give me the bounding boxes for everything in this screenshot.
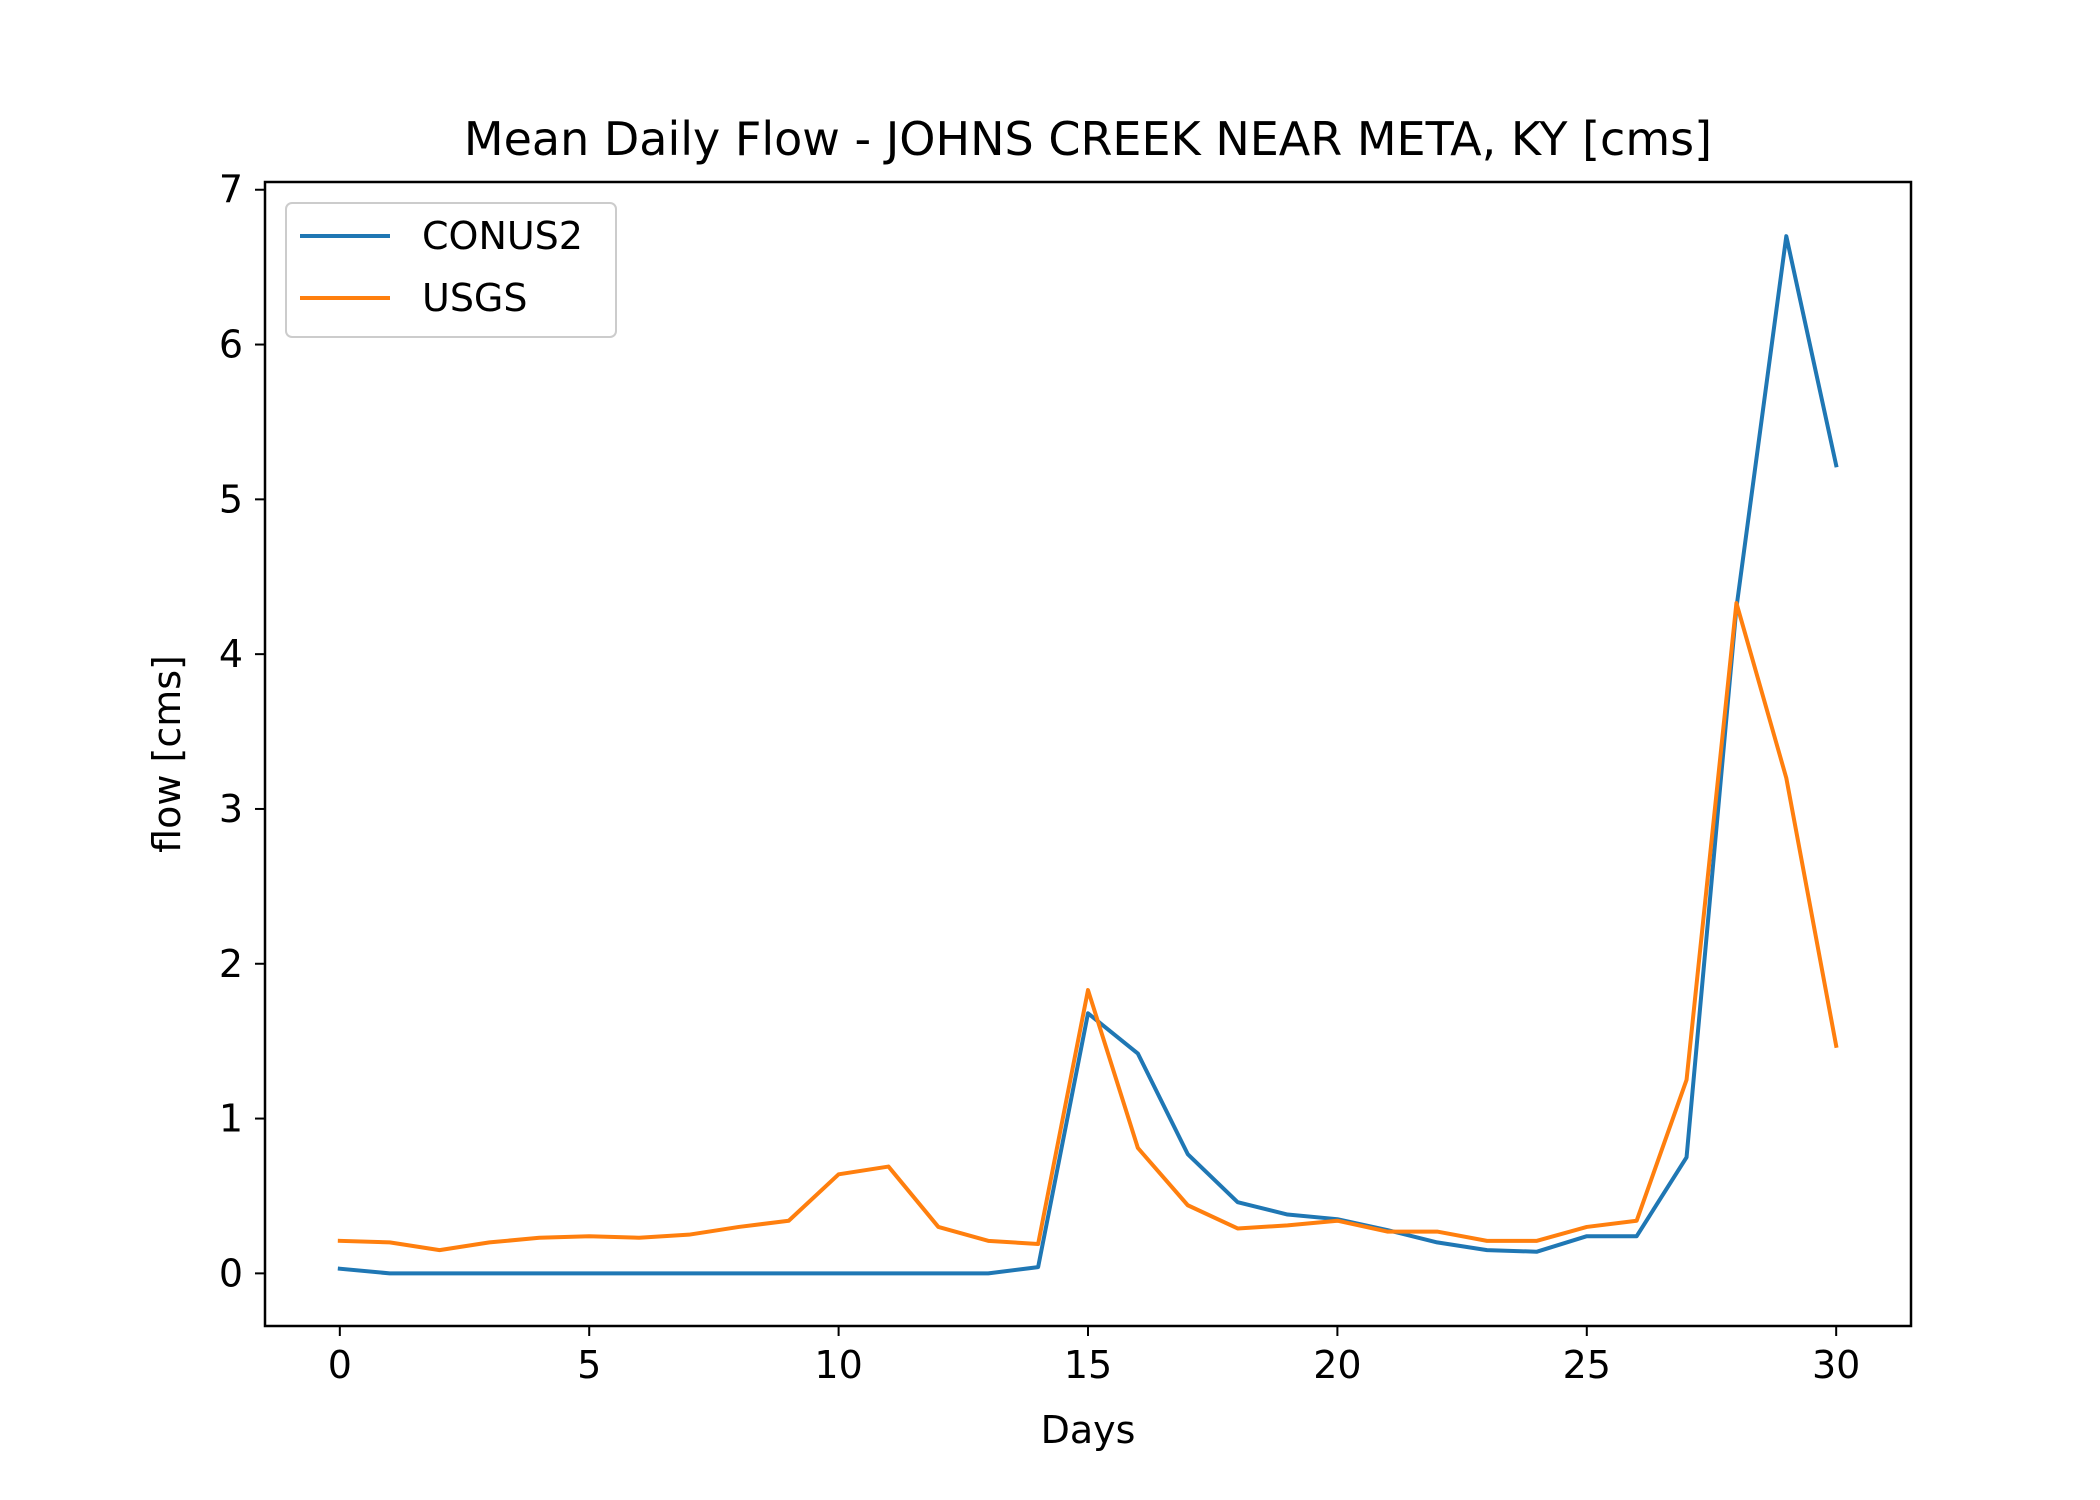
series-layer — [337, 234, 1839, 1276]
legend-label-usgs: USGS — [422, 276, 528, 320]
y-axis-ticks: 0 1 2 3 4 5 6 7 — [219, 168, 265, 1295]
y-tick-label: 1 — [219, 1097, 243, 1141]
x-tick-label: 30 — [1812, 1343, 1860, 1387]
x-axis-ticks: 0 5 10 15 20 25 30 — [328, 1326, 1860, 1387]
series-line-usgs — [337, 601, 1839, 1253]
x-tick-label: 25 — [1563, 1343, 1611, 1387]
legend-items: CONUS2 USGS — [300, 214, 583, 320]
series-line-conus2 — [337, 234, 1839, 1276]
x-tick-label: 0 — [328, 1343, 352, 1387]
x-tick-label: 10 — [814, 1343, 862, 1387]
chart-title: Mean Daily Flow - JOHNS CREEK NEAR META,… — [464, 112, 1712, 166]
legend: CONUS2 USGS — [285, 202, 617, 338]
y-tick-label: 5 — [219, 477, 243, 521]
x-tick-label: 15 — [1064, 1343, 1112, 1387]
x-tick-label: 20 — [1313, 1343, 1361, 1387]
legend-label-conus2: CONUS2 — [422, 214, 583, 258]
y-tick-label: 2 — [219, 942, 243, 986]
x-axis-label: Days — [1041, 1408, 1136, 1452]
y-tick-label: 7 — [219, 168, 243, 212]
x-tick-label: 5 — [577, 1343, 601, 1387]
y-tick-label: 6 — [219, 323, 243, 367]
y-tick-label: 0 — [219, 1251, 243, 1295]
y-tick-label: 4 — [219, 632, 243, 676]
y-tick-label: 3 — [219, 787, 243, 831]
y-axis-label: flow [cms] — [145, 655, 189, 853]
